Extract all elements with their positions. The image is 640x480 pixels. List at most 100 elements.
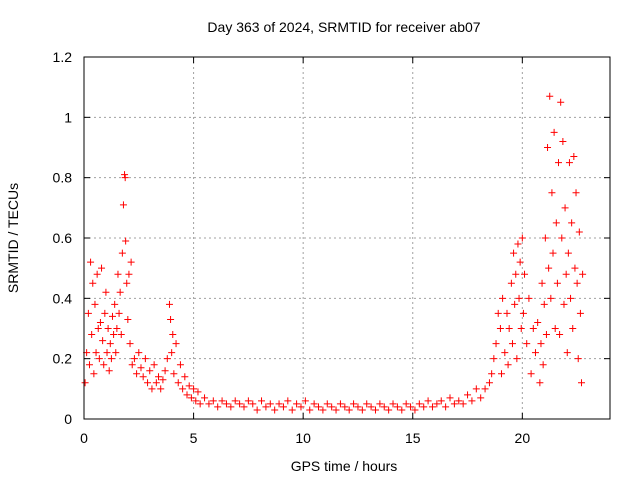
data-point	[98, 264, 106, 272]
data-point	[146, 367, 154, 375]
data-point	[547, 294, 555, 302]
data-point	[275, 400, 283, 408]
data-point	[544, 144, 552, 151]
data-point	[552, 219, 560, 227]
data-point	[538, 279, 546, 287]
plot-frame	[83, 56, 611, 420]
data-point	[168, 349, 176, 357]
data-point	[258, 397, 266, 405]
data-point	[367, 403, 375, 411]
data-point	[572, 189, 580, 197]
data-point	[297, 403, 305, 411]
data-point	[133, 370, 141, 378]
data-point	[81, 379, 89, 387]
data-point	[100, 361, 108, 369]
data-points	[81, 92, 587, 414]
x-axis-label: GPS time / hours	[291, 458, 398, 474]
data-point	[92, 349, 100, 357]
data-point	[424, 397, 432, 405]
data-point	[227, 403, 235, 411]
data-point	[563, 349, 571, 357]
data-point	[565, 159, 573, 167]
data-point	[167, 315, 175, 323]
data-point	[450, 400, 458, 408]
data-point	[96, 318, 104, 326]
data-point	[507, 279, 515, 287]
data-point	[385, 406, 393, 414]
data-point	[113, 325, 121, 332]
data-point	[512, 270, 520, 278]
data-point	[101, 309, 109, 317]
data-point	[515, 294, 523, 302]
data-point	[262, 403, 270, 411]
data-point	[279, 403, 287, 411]
data-point	[468, 397, 476, 405]
data-point	[121, 174, 129, 182]
data-point	[496, 325, 504, 332]
data-point	[569, 325, 577, 332]
data-point	[363, 400, 371, 408]
data-point	[442, 403, 450, 411]
data-point	[315, 403, 323, 411]
data-point	[556, 331, 564, 339]
data-point	[323, 400, 331, 408]
data-point	[130, 355, 138, 363]
data-point	[218, 397, 226, 405]
data-point	[148, 385, 156, 393]
data-point	[527, 370, 535, 378]
data-point	[172, 340, 180, 348]
data-point	[163, 355, 171, 363]
data-point	[196, 400, 204, 408]
data-point	[548, 189, 556, 197]
data-point	[93, 270, 101, 278]
data-point	[293, 400, 301, 408]
data-point	[371, 406, 379, 414]
data-point	[485, 379, 493, 387]
data-point	[559, 137, 567, 145]
data-point	[354, 403, 362, 411]
data-point	[517, 325, 525, 332]
data-point	[501, 349, 509, 357]
x-tick-label: 0	[80, 430, 88, 446]
grid-lines	[84, 57, 610, 419]
data-point	[174, 379, 182, 387]
data-point	[117, 331, 125, 339]
data-point	[194, 388, 202, 396]
y-tick-label: 0.4	[53, 290, 73, 306]
data-point	[159, 376, 167, 384]
data-point	[570, 153, 578, 161]
data-point	[90, 370, 98, 378]
data-point	[557, 98, 565, 106]
data-point	[380, 403, 388, 411]
data-point	[571, 264, 579, 272]
data-point	[306, 406, 314, 414]
data-point	[402, 400, 410, 408]
data-point	[183, 391, 191, 399]
data-point	[94, 325, 102, 332]
y-tick-label: 1.2	[53, 49, 73, 65]
data-point	[288, 406, 296, 414]
data-point	[135, 349, 143, 357]
data-point	[558, 234, 566, 242]
data-point	[576, 309, 584, 317]
data-point	[102, 288, 110, 296]
data-point	[516, 258, 524, 266]
data-point	[446, 394, 454, 402]
data-point	[492, 340, 500, 348]
data-point	[236, 400, 244, 408]
data-point	[319, 406, 327, 414]
data-point	[310, 400, 318, 408]
x-tick-label: 20	[515, 430, 531, 446]
data-point	[205, 400, 213, 408]
data-point	[481, 385, 489, 393]
data-point	[536, 379, 544, 387]
data-point	[126, 340, 134, 348]
data-point	[118, 249, 126, 257]
y-tick-label: 1	[64, 109, 72, 125]
data-point	[341, 403, 349, 411]
data-point	[209, 397, 217, 405]
data-point	[574, 355, 582, 363]
data-point	[562, 270, 570, 278]
data-point	[128, 361, 136, 369]
data-point	[95, 355, 103, 363]
